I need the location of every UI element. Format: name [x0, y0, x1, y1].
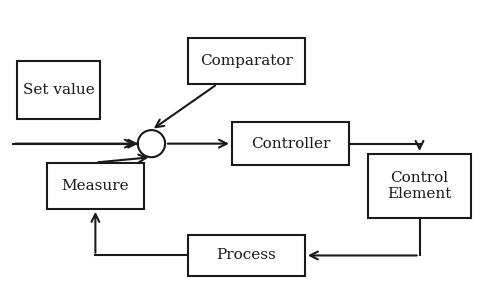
Text: Set value: Set value: [23, 83, 95, 97]
Bar: [232, 122, 349, 165]
Bar: [17, 61, 100, 119]
Text: Comparator: Comparator: [200, 54, 293, 68]
Bar: [188, 235, 305, 276]
Ellipse shape: [138, 130, 165, 157]
Text: Controller: Controller: [250, 137, 330, 151]
Text: Process: Process: [216, 248, 277, 263]
Bar: [368, 154, 471, 218]
Text: Measure: Measure: [62, 179, 129, 193]
Text: Control
Element: Control Element: [387, 171, 452, 201]
Bar: [188, 38, 305, 84]
Bar: [47, 163, 144, 209]
